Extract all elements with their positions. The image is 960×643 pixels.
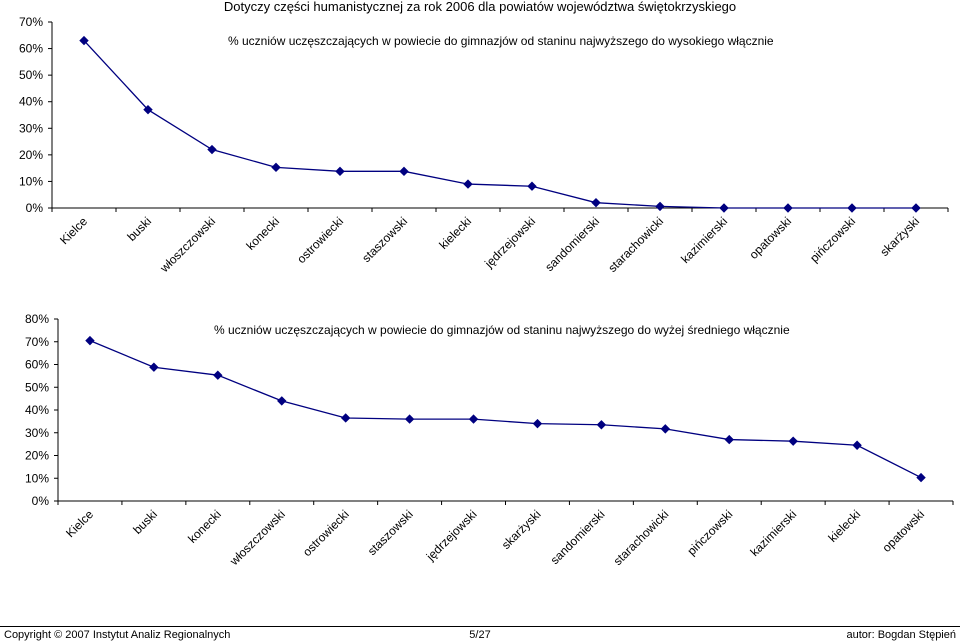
- chart1-point: [143, 104, 153, 115]
- chart1-point: [271, 162, 281, 173]
- chart1-point: [655, 201, 665, 212]
- chart2-point: [404, 414, 415, 424]
- chart2-point: [788, 436, 798, 446]
- chart1-category-label: skarżyski: [877, 214, 922, 259]
- chart1-point: [911, 203, 921, 213]
- chart1-category-label: staszowski: [359, 214, 410, 265]
- chart2-y-tick-label: 40%: [25, 403, 49, 417]
- chart1-category-label: starachowicki: [605, 214, 666, 275]
- chart1-point: [591, 197, 601, 208]
- chart1-point: [783, 203, 793, 213]
- chart1-y-tick-label: 0%: [26, 201, 44, 215]
- chart1-category-label: kazimierski: [678, 214, 730, 266]
- chart2-point: [340, 413, 351, 423]
- chart1-point: [847, 203, 857, 213]
- chart2-category-label: staszowski: [365, 507, 416, 558]
- chart2-category-label: sandomierski: [548, 507, 608, 567]
- chart1-category-label: sandomierski: [542, 214, 602, 274]
- footer-author: autor: Bogdan Stępień: [846, 629, 956, 641]
- chart1-category-label: Kielce: [57, 214, 90, 247]
- chart2-point: [213, 370, 223, 380]
- chart2-y-tick-label: 70%: [25, 335, 49, 349]
- chart1-y-tick-label: 70%: [19, 15, 43, 29]
- chart2-category-label: ostrowiecki: [300, 507, 352, 559]
- chart2-category-label: konecki: [185, 507, 224, 546]
- chart1-point: [527, 181, 537, 191]
- chart2-point: [532, 418, 543, 429]
- chart1-category-label: kielecki: [436, 214, 474, 252]
- chart1-point: [335, 166, 345, 177]
- chart1-point: [719, 203, 729, 213]
- chart2-point: [277, 396, 287, 406]
- page-title: Dotyczy części humanistycznej za rok 200…: [223, 0, 737, 14]
- chart2-point: [85, 335, 95, 346]
- chart2-category-label: pińczowski: [684, 507, 735, 558]
- chart1-point: [207, 144, 217, 155]
- chart1-subtitle: % uczniów uczęszczających w powiecie do …: [228, 34, 774, 48]
- chart2-point: [916, 472, 926, 483]
- chart2-category-label: skarżyski: [499, 507, 544, 552]
- chart2-subtitle: % uczniów uczęszczających w powiecie do …: [214, 323, 790, 337]
- chart1-y-tick-label: 40%: [19, 95, 43, 109]
- chart1-point: [463, 179, 473, 189]
- chart2-category-label: kazimierski: [747, 507, 799, 559]
- chart2-y-tick-label: 20%: [25, 449, 49, 463]
- chart2-y-tick-label: 60%: [25, 358, 49, 372]
- chart-bottom: % uczniów uczęszczających w powiecie do …: [25, 312, 954, 569]
- chart2-point: [596, 420, 607, 430]
- chart1-category-label: jędrzejowski: [481, 214, 538, 271]
- chart1-category-label: ostrowiecki: [294, 214, 346, 266]
- chart1-category-label: opatowski: [746, 214, 794, 262]
- chart1-category-label: konecki: [243, 214, 282, 253]
- chart2-series-line: [89, 340, 922, 479]
- chart1-y-tick-label: 10%: [19, 174, 43, 188]
- chart2-category-label: włoszczowski: [226, 507, 288, 569]
- chart2-point: [852, 440, 862, 450]
- chart1-category-label: pińczowski: [807, 214, 858, 265]
- chart2-y-tick-label: 30%: [25, 426, 49, 440]
- chart2-category-label: jędrzejowski: [423, 507, 480, 564]
- chart1-y-tick-label: 50%: [19, 68, 43, 82]
- footer-copyright: Copyright © 2007 Instytut Analiz Regiona…: [4, 629, 231, 641]
- chart2-y-tick-label: 50%: [25, 380, 49, 394]
- chart1-category-label: włoszczowski: [157, 214, 219, 276]
- footer-page-number: 5/27: [469, 629, 491, 641]
- chart2-category-label: starachowicki: [611, 507, 672, 568]
- chart1-category-label: buski: [124, 214, 154, 244]
- chart2-point: [660, 424, 671, 434]
- chart1-series-line: [83, 40, 916, 209]
- chart2-category-label: buski: [130, 507, 160, 537]
- chart2-point: [468, 414, 479, 424]
- chart2-y-tick-label: 10%: [25, 471, 49, 485]
- chart1-y-tick-label: 60%: [19, 42, 43, 56]
- chart2-category-label: kielecki: [825, 507, 863, 545]
- chart-top: % uczniów uczęszczających w powiecie do …: [19, 15, 949, 276]
- chart2-y-tick-label: 0%: [32, 494, 50, 508]
- chart1-y-tick-label: 30%: [19, 121, 43, 135]
- chart2-category-label: opatowski: [880, 507, 928, 555]
- chart2-point: [724, 434, 734, 445]
- chart1-y-tick-label: 20%: [19, 148, 43, 162]
- chart1-point: [399, 166, 409, 177]
- chart2-category-label: Kielce: [63, 507, 96, 540]
- chart2-y-tick-label: 80%: [25, 312, 49, 326]
- chart2-point: [149, 362, 159, 372]
- footer: Copyright © 2007 Instytut Analiz Regiona…: [0, 626, 960, 643]
- chart1-point: [79, 35, 89, 46]
